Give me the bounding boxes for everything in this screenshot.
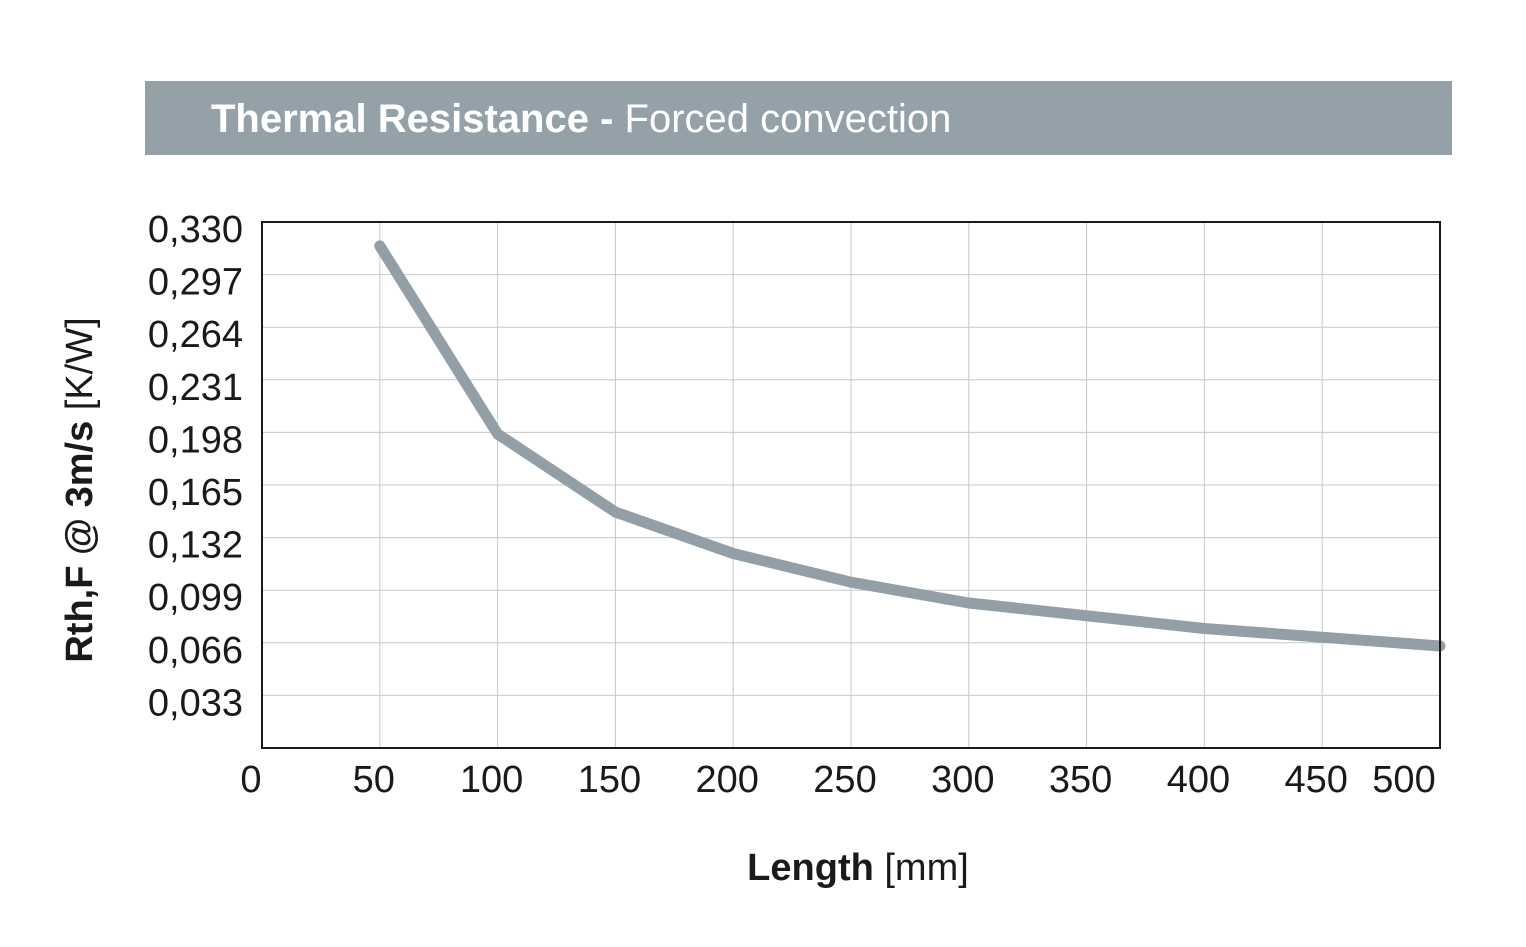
y-tick-label: 0,330 [148,209,243,251]
y-tick-label: 0,231 [148,367,243,409]
x-tick-labels: 0 50 100 150 200 250 300 350 400 450 500 [240,759,1435,801]
x-tick-label: 500 [1372,759,1435,801]
chart-title-bold: Thermal Resistance - [211,97,614,141]
x-axis-title-bold: Length [747,847,874,889]
chart-title: Thermal Resistance - Forced convection [211,81,951,155]
chart-title-band: Thermal Resistance - Forced convection [145,81,1452,155]
x-axis-title: Length [mm] [747,847,969,889]
x-tick-label: 200 [695,759,758,801]
series-line [374,240,1446,652]
x-tick-label: 100 [460,759,523,801]
y-axis-title: Rth,F @ 3m/s [K/W] [59,317,101,662]
x-tick-label: 250 [813,759,876,801]
chart-title-regular: Forced convection [624,97,952,141]
y-axis-title-unit: [K/W] [59,317,101,410]
x-tick-label: 300 [931,759,994,801]
y-tick-label: 0,297 [148,262,243,304]
x-tick-label: 0 [240,759,261,801]
y-tick-label: 0,066 [148,630,243,672]
grid-lines [262,222,1440,748]
plot-frame [261,221,1441,749]
y-tick-label: 0,198 [148,419,243,461]
x-axis-title-unit: [mm] [884,847,968,889]
series-lines [374,240,1446,652]
x-tick-label: 450 [1284,759,1347,801]
y-tick-labels: 0,330 0,297 0,264 0,231 0,198 0,165 0,132 0,099… [148,209,243,724]
y-tick-label: 0,132 [148,525,243,567]
y-tick-label: 0,033 [148,682,243,724]
x-tick-label: 50 [353,759,395,801]
y-tick-label: 0,099 [148,577,243,619]
y-axis-title-bold: Rth,F @ 3m/s [59,421,101,663]
x-tick-label: 400 [1167,759,1230,801]
x-tick-label: 350 [1049,759,1112,801]
y-tick-label: 0,165 [148,472,243,514]
x-tick-label: 150 [578,759,641,801]
y-tick-label: 0,264 [148,314,243,356]
